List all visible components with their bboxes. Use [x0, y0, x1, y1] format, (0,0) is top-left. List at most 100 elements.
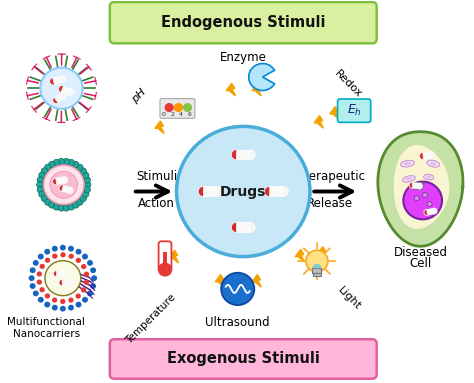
Circle shape [36, 272, 42, 277]
Circle shape [39, 191, 45, 197]
Circle shape [49, 161, 55, 168]
Wedge shape [231, 222, 237, 232]
Ellipse shape [402, 176, 415, 182]
Polygon shape [54, 93, 64, 103]
Text: Exogenous Stimuli: Exogenous Stimuli [167, 351, 319, 366]
Wedge shape [69, 280, 73, 286]
Circle shape [77, 199, 83, 205]
Polygon shape [237, 149, 250, 160]
Circle shape [176, 126, 310, 257]
Text: 4: 4 [179, 112, 183, 117]
Circle shape [52, 305, 58, 311]
Circle shape [38, 297, 44, 303]
Circle shape [44, 249, 50, 255]
Circle shape [84, 182, 91, 188]
Wedge shape [64, 177, 68, 183]
Ellipse shape [430, 162, 437, 165]
Polygon shape [423, 152, 432, 159]
Circle shape [68, 159, 74, 166]
Circle shape [68, 254, 74, 259]
Circle shape [45, 164, 51, 170]
Circle shape [53, 159, 60, 166]
Circle shape [75, 293, 81, 299]
Polygon shape [57, 270, 64, 277]
Circle shape [68, 305, 74, 311]
Circle shape [36, 182, 43, 188]
Wedge shape [60, 93, 66, 99]
Wedge shape [64, 270, 67, 277]
FancyBboxPatch shape [312, 268, 321, 273]
Ellipse shape [401, 160, 414, 167]
Ellipse shape [424, 174, 434, 180]
Circle shape [68, 204, 74, 210]
Circle shape [403, 182, 442, 219]
Polygon shape [62, 280, 69, 286]
Polygon shape [412, 182, 419, 189]
Circle shape [82, 191, 89, 197]
Polygon shape [155, 121, 164, 134]
Polygon shape [61, 86, 71, 95]
Wedge shape [58, 85, 64, 92]
Text: Enzyme: Enzyme [220, 51, 267, 64]
FancyBboxPatch shape [110, 339, 377, 379]
Circle shape [45, 258, 50, 263]
Wedge shape [250, 149, 255, 160]
Circle shape [221, 273, 254, 305]
Circle shape [52, 298, 57, 303]
Circle shape [80, 168, 86, 174]
Circle shape [76, 258, 81, 263]
Polygon shape [237, 222, 250, 232]
Bar [163, 252, 167, 269]
Wedge shape [231, 149, 237, 160]
Wedge shape [53, 97, 58, 103]
Ellipse shape [404, 162, 411, 165]
Wedge shape [312, 264, 321, 268]
Circle shape [414, 196, 419, 201]
Polygon shape [427, 208, 435, 215]
Text: Ultrasound: Ultrasound [205, 316, 270, 329]
Circle shape [422, 193, 428, 198]
Wedge shape [249, 64, 274, 90]
Circle shape [87, 290, 93, 296]
Circle shape [68, 298, 73, 303]
FancyBboxPatch shape [160, 98, 195, 118]
Ellipse shape [427, 160, 439, 167]
Wedge shape [59, 280, 62, 286]
Circle shape [73, 161, 79, 168]
Circle shape [52, 254, 57, 259]
Wedge shape [50, 78, 55, 85]
Circle shape [159, 264, 172, 276]
Wedge shape [217, 187, 222, 196]
Polygon shape [317, 247, 327, 259]
Circle shape [60, 245, 66, 250]
Wedge shape [283, 187, 288, 196]
Polygon shape [252, 83, 261, 96]
Circle shape [84, 187, 91, 193]
Circle shape [84, 177, 91, 183]
Polygon shape [55, 177, 64, 185]
Text: Drugs: Drugs [220, 185, 266, 198]
Text: 0: 0 [162, 112, 165, 117]
Circle shape [183, 104, 191, 111]
Text: $E_h$: $E_h$ [346, 103, 362, 118]
Circle shape [90, 283, 96, 289]
Polygon shape [252, 275, 261, 287]
Text: Action: Action [138, 197, 175, 210]
Circle shape [84, 272, 89, 277]
Polygon shape [314, 116, 323, 128]
Polygon shape [270, 187, 283, 196]
Text: Temperature: Temperature [124, 293, 178, 346]
Circle shape [38, 254, 44, 259]
Circle shape [41, 195, 48, 201]
Circle shape [77, 164, 83, 170]
Circle shape [58, 159, 64, 165]
Circle shape [58, 205, 64, 211]
Text: 6: 6 [188, 112, 192, 117]
Circle shape [306, 250, 328, 272]
Circle shape [81, 264, 86, 269]
Circle shape [75, 302, 82, 308]
Wedge shape [61, 75, 66, 83]
Wedge shape [419, 183, 422, 189]
Circle shape [81, 287, 86, 293]
Circle shape [50, 171, 78, 198]
